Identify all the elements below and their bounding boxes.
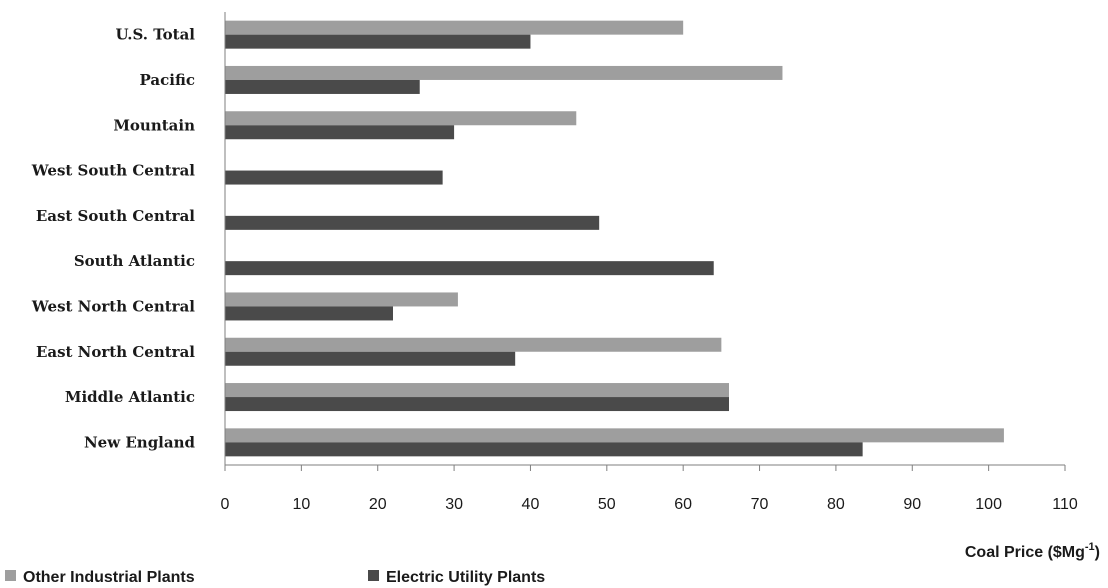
x-tick-label-30: 30 (445, 496, 463, 513)
category-label-mountain: Mountain (113, 116, 195, 134)
x-tick-label-50: 50 (598, 496, 616, 513)
x-axis-title-text: Coal Price ($Mg (965, 544, 1085, 561)
category-label-west-north-central: West North Central (31, 297, 195, 315)
bar-other-industrial-plants-new-england (225, 428, 1004, 443)
category-label-east-north-central: East North Central (36, 343, 195, 361)
bar-other-industrial-plants-pacific (225, 65, 783, 80)
category-label-south-atlantic: South Atlantic (74, 252, 195, 270)
bar-electric-utility-plants-pacific (225, 79, 420, 94)
bar-other-industrial-plants-u-s-total (225, 20, 684, 35)
x-tick-label-70: 70 (751, 496, 769, 513)
x-tick-label-110: 110 (1052, 496, 1078, 513)
bar-electric-utility-plants-u-s-total (225, 34, 531, 49)
bar-electric-utility-plants-south-atlantic (225, 261, 714, 276)
bar-electric-utility-plants-new-england (225, 442, 863, 457)
x-tick-label-90: 90 (903, 496, 921, 513)
bar-other-industrial-plants-east-north-central (225, 337, 722, 352)
bar-electric-utility-plants-mountain (225, 125, 455, 140)
bar-electric-utility-plants-east-south-central (225, 215, 600, 230)
x-axis-ticks: 0 10 20 30 40 50 60 70 80 90 100 110 (221, 465, 1078, 513)
category-labels: U.S. Total Pacific Mountain West South Cent… (31, 26, 196, 452)
legend: Other Industrial Plants Electric Utility … (5, 569, 545, 586)
x-tick-label-60: 60 (674, 496, 692, 513)
bar-other-industrial-plants-west-north-central (225, 292, 458, 307)
bar-other-industrial-plants-middle-atlantic (225, 383, 729, 398)
legend-label-other-industrial-plants: Other Industrial Plants (23, 569, 195, 586)
bar-electric-utility-plants-west-north-central (225, 306, 393, 321)
x-axis-title-close: ) (1095, 544, 1100, 561)
x-axis-title: Coal Price ($Mg-1) (965, 541, 1100, 561)
bars-group (225, 20, 1004, 457)
legend-swatch-other-industrial-plants (5, 570, 16, 581)
bar-electric-utility-plants-west-south-central (225, 170, 443, 185)
x-tick-label-100: 100 (975, 496, 1002, 513)
category-label-new-england: New England (84, 433, 196, 451)
category-label-u-s-total: U.S. Total (116, 26, 196, 44)
legend-label-electric-utility-plants: Electric Utility Plants (386, 569, 545, 586)
x-axis-title-superscript: -1 (1085, 541, 1095, 553)
category-label-pacific: Pacific (140, 71, 195, 89)
legend-swatch-electric-utility-plants (368, 570, 379, 581)
x-tick-label-80: 80 (827, 496, 845, 513)
x-tick-label-40: 40 (522, 496, 540, 513)
bar-electric-utility-plants-middle-atlantic (225, 397, 729, 412)
bar-electric-utility-plants-east-north-central (225, 351, 516, 366)
x-tick-label-0: 0 (221, 496, 230, 513)
category-label-middle-atlantic: Middle Atlantic (65, 388, 195, 406)
bar-other-industrial-plants-mountain (225, 111, 577, 126)
category-label-west-south-central: West South Central (31, 162, 196, 180)
x-tick-label-20: 20 (369, 496, 387, 513)
category-label-east-south-central: East South Central (36, 207, 195, 225)
x-tick-label-10: 10 (292, 496, 310, 513)
